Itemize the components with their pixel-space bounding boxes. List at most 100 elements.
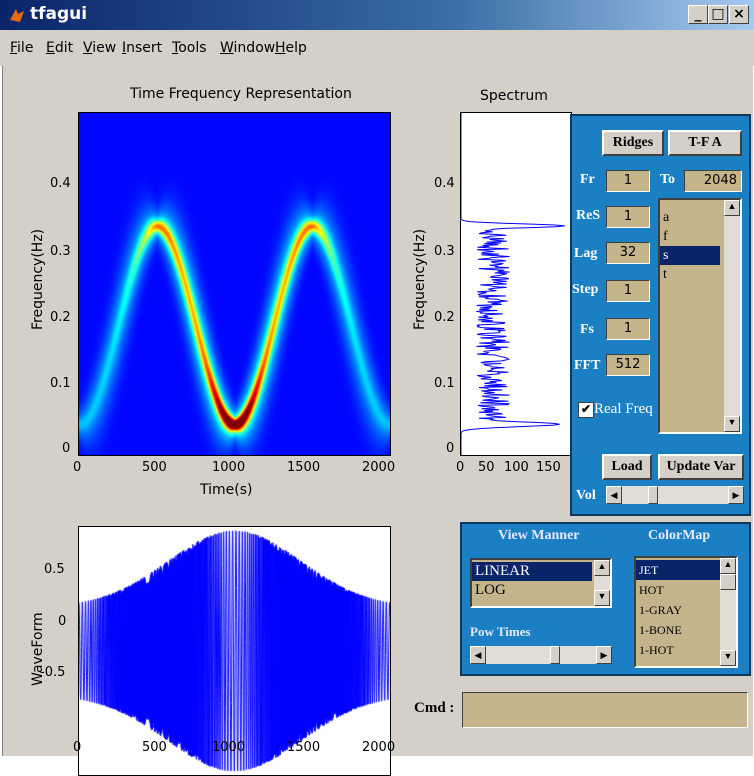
vol-slider-thumb[interactable] — [648, 486, 658, 504]
fr-label: Fr — [580, 172, 595, 187]
res-input[interactable]: 1 — [606, 206, 650, 228]
ridges-button[interactable]: Ridges — [602, 130, 664, 156]
list-item[interactable]: 1-BONE — [639, 623, 682, 637]
update-var-button[interactable]: Update Var — [658, 454, 744, 480]
colormap-list[interactable]: ▲ ▼ JET HOT 1-GRAY 1-BONE 1-HOT — [634, 556, 738, 668]
scroll-up-icon[interactable]: ▲ — [594, 560, 610, 576]
matlab-icon — [10, 9, 24, 22]
list-item[interactable]: f — [663, 229, 668, 244]
menu-insert[interactable]: Insert — [122, 40, 163, 56]
variable-list[interactable]: ▲ ▼ a f s t — [658, 198, 742, 434]
list-item[interactable]: LOG — [475, 582, 506, 598]
lag-label: Lag — [574, 246, 598, 261]
maximize-button[interactable]: □ — [708, 5, 728, 24]
waveform-xtick: 2000 — [362, 740, 396, 755]
step-input[interactable]: 1 — [606, 280, 650, 302]
list-item-selected[interactable]: JET — [636, 560, 720, 580]
waveform-xtick: 500 — [142, 740, 167, 755]
list-item[interactable]: a — [663, 210, 670, 225]
pow-times-label: Pow Times — [470, 624, 531, 639]
list-item[interactable]: HOT — [639, 583, 664, 597]
tfr-ylabel: Frequency(Hz) — [30, 228, 46, 330]
tfr-ytick: 0 — [62, 441, 71, 456]
spectrum-xtick: 100 — [504, 460, 529, 475]
arrow-left-icon[interactable]: ◀ — [606, 486, 622, 504]
list-item-selected[interactable]: LINEAR — [472, 562, 592, 581]
spectrum-ytick: 0.1 — [434, 376, 455, 391]
spectrum-ytick: 0.3 — [434, 244, 455, 259]
fs-input[interactable]: 1 — [606, 318, 650, 340]
colormap-header: ColorMap — [648, 528, 711, 543]
tfr-xtick: 500 — [142, 460, 167, 475]
menu-bar: File Edit View Insert Tools Window Help — [0, 30, 754, 66]
spectrum-ytick: 0.4 — [434, 176, 455, 191]
scroll-up-icon[interactable]: ▲ — [724, 200, 740, 216]
to-label: To — [660, 172, 676, 187]
waveform-plot[interactable] — [78, 526, 391, 776]
vol-slider[interactable]: ◀ ▶ — [606, 486, 744, 504]
tfr-ytick: 0.4 — [50, 176, 71, 191]
tfr-xtick: 1000 — [212, 460, 246, 475]
res-label: ReS — [576, 208, 601, 223]
load-button[interactable]: Load — [602, 454, 652, 480]
fft-label: FFT — [574, 358, 601, 373]
fr-input[interactable]: 1 — [606, 170, 650, 192]
pow-slider-thumb[interactable] — [550, 646, 560, 664]
pow-times-slider[interactable]: ◀ ▶ — [470, 646, 612, 664]
cmd-label: Cmd : — [414, 700, 455, 716]
arrow-right-icon[interactable]: ▶ — [728, 486, 744, 504]
tfr-xtick: 2000 — [362, 460, 396, 475]
variable-list-scrollbar[interactable] — [724, 200, 740, 432]
list-item[interactable]: 1-GRAY — [639, 603, 682, 617]
waveform-ytick: 0.5 — [44, 562, 65, 577]
list-item[interactable]: t — [663, 267, 667, 282]
tfr-heatmap[interactable] — [78, 112, 391, 456]
tfr-ytick: 0.3 — [50, 244, 71, 259]
list-item[interactable]: 1-HOT — [639, 643, 674, 657]
fs-label: Fs — [580, 322, 594, 337]
close-button[interactable]: × — [729, 5, 749, 24]
tfr-xtick: 0 — [73, 460, 82, 475]
menu-edit[interactable]: Edit — [46, 40, 74, 56]
to-input[interactable]: 2048 — [684, 170, 742, 192]
waveform-ytick: -0.5 — [40, 665, 66, 680]
spectrum-ytick: 0 — [446, 441, 455, 456]
title-bar: tfagui _ □ × — [0, 0, 754, 30]
spectrum-ylabel: Frequency(Hz) — [412, 228, 428, 330]
scroll-down-icon[interactable]: ▼ — [720, 650, 736, 666]
arrow-left-icon[interactable]: ◀ — [470, 646, 486, 664]
scroll-down-icon[interactable]: ▼ — [724, 416, 740, 432]
minimize-button[interactable]: _ — [688, 5, 708, 24]
vol-label: Vol — [576, 488, 596, 503]
real-freq-label: Real Freq — [594, 401, 653, 417]
tfr-ytick: 0.2 — [50, 310, 71, 325]
menu-view[interactable]: View — [83, 40, 117, 56]
scroll-down-icon[interactable]: ▼ — [594, 590, 610, 606]
tfa-button[interactable]: T-F A — [668, 130, 742, 156]
real-freq-checkbox[interactable]: ✔ — [578, 402, 594, 418]
arrow-right-icon[interactable]: ▶ — [596, 646, 612, 664]
waveform-xtick: 0 — [73, 740, 82, 755]
lag-input[interactable]: 32 — [606, 242, 650, 264]
colormap-scroll-thumb[interactable] — [720, 574, 736, 590]
menu-file[interactable]: File — [10, 40, 34, 56]
spectrum-xtick: 50 — [478, 460, 495, 475]
waveform-xtick: 1000 — [212, 740, 246, 755]
fft-input[interactable]: 512 — [606, 354, 650, 376]
view-manner-header: View Manner — [498, 528, 580, 543]
tfr-xlabel: Time(s) — [200, 482, 253, 498]
scroll-up-icon[interactable]: ▲ — [720, 558, 736, 574]
spectrum-plot[interactable] — [460, 112, 572, 456]
view-manner-list[interactable]: ▲ ▼ LINEAR LOG — [470, 558, 612, 608]
spectrum-xtick: 150 — [536, 460, 561, 475]
menu-tools[interactable]: Tools — [172, 40, 207, 56]
tfr-title: Time Frequency Representation — [130, 86, 352, 102]
menu-help[interactable]: Help — [275, 40, 307, 56]
spectrum-xtick: 0 — [456, 460, 465, 475]
waveform-xtick: 1500 — [287, 740, 321, 755]
tfr-xtick: 1500 — [287, 460, 321, 475]
list-item-selected[interactable]: s — [660, 246, 720, 265]
menu-window[interactable]: Window — [220, 40, 276, 56]
cmd-input[interactable] — [462, 692, 748, 728]
spectrum-title: Spectrum — [480, 88, 548, 104]
